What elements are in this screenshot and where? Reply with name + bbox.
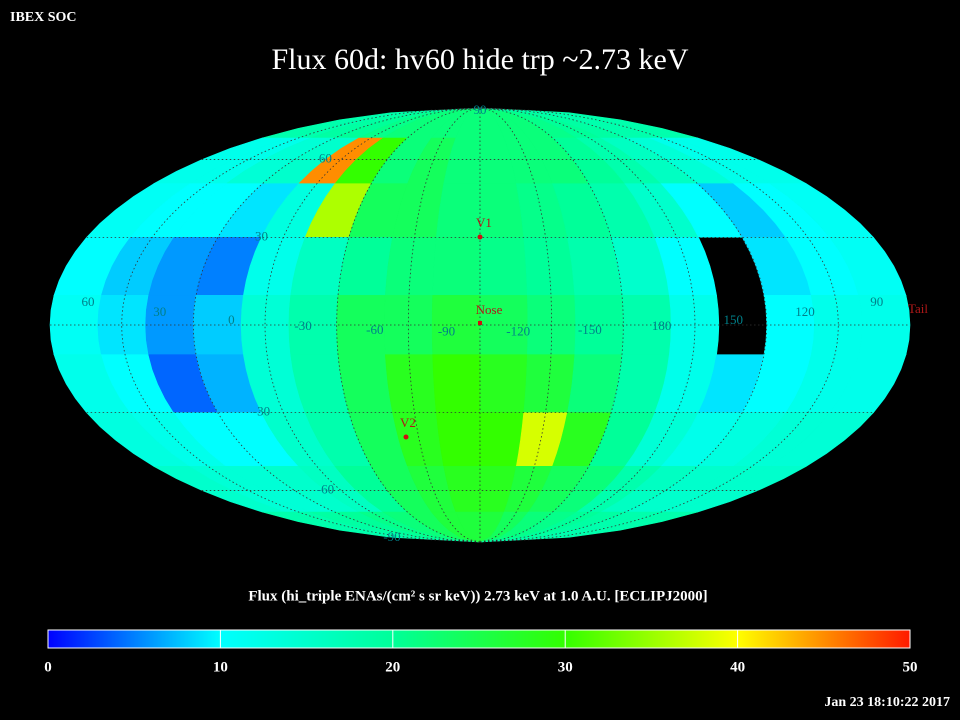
map-cell — [479, 237, 528, 296]
map-cells — [49, 107, 911, 543]
x-tick-label: 60 — [82, 294, 95, 309]
map-cell — [432, 237, 481, 296]
marker-label: V1 — [476, 215, 492, 230]
map-cell — [523, 354, 576, 414]
colorbar-tick-label: 0 — [44, 659, 52, 675]
marker-label: V2 — [400, 415, 416, 430]
y-tick-label: -90 — [383, 529, 400, 544]
x-tick-label: -90 — [438, 324, 455, 339]
meridian — [407, 107, 481, 543]
colorbar-tick-label: 20 — [385, 659, 400, 675]
x-tick-label: 30 — [153, 304, 166, 319]
colorbar-tick-label: 50 — [903, 659, 918, 675]
map-cell — [435, 412, 481, 467]
map-cell — [432, 354, 481, 414]
meridian — [192, 107, 481, 543]
x-tick-label: 180 — [652, 318, 672, 333]
y-tick-label: 30 — [255, 228, 268, 243]
marker-label: Tail — [908, 301, 928, 316]
y-tick-label: 60 — [319, 151, 332, 166]
map-labels: 60 30 0 -30 -60 -90 -120 -150 180 150 120 90 90 60 30 -… — [82, 102, 884, 544]
colorbar-tick-label: 40 — [730, 659, 745, 675]
y-tick-label: -60 — [317, 481, 334, 496]
y-tick-label: -30 — [253, 404, 270, 419]
x-tick-label: 120 — [795, 304, 815, 319]
x-tick-label: 150 — [724, 312, 744, 327]
colorbar-label: Flux (hi_triple ENAs/(cm² s sr keV)) 2.7… — [248, 588, 707, 604]
marker-label: Nose — [476, 302, 503, 317]
marker-v1 — [477, 234, 483, 240]
map-cell — [384, 237, 437, 296]
x-tick-label: -30 — [294, 318, 311, 333]
header: IBEX SOC — [10, 10, 77, 25]
map-cell — [479, 354, 528, 414]
timestamp: Jan 23 18:10:22 2017 — [824, 695, 950, 710]
x-tick-label: 90 — [870, 294, 883, 309]
colorbar-fill — [47, 629, 911, 649]
map-cell — [523, 237, 576, 296]
marker-v2 — [403, 434, 409, 440]
x-tick-label: -120 — [506, 324, 530, 339]
markers: V1 Nose V2 Tail — [400, 215, 928, 440]
colorbar: 0 10 20 30 40 50 — [44, 629, 918, 675]
map-cell — [479, 412, 525, 467]
colorbar-tick-label: 10 — [213, 659, 228, 675]
x-tick-label: 0 — [228, 312, 235, 327]
y-tick-label: 90 — [474, 102, 487, 117]
colorbar-tick-label: 30 — [558, 659, 573, 675]
map-cell — [384, 354, 437, 414]
map-cell — [435, 183, 481, 238]
x-tick-label: -60 — [366, 322, 383, 337]
chart-title: Flux 60d: hv60 hide trp ~2.73 keV — [271, 43, 688, 76]
marker-nose — [478, 321, 482, 325]
x-tick-label: -150 — [578, 322, 602, 337]
